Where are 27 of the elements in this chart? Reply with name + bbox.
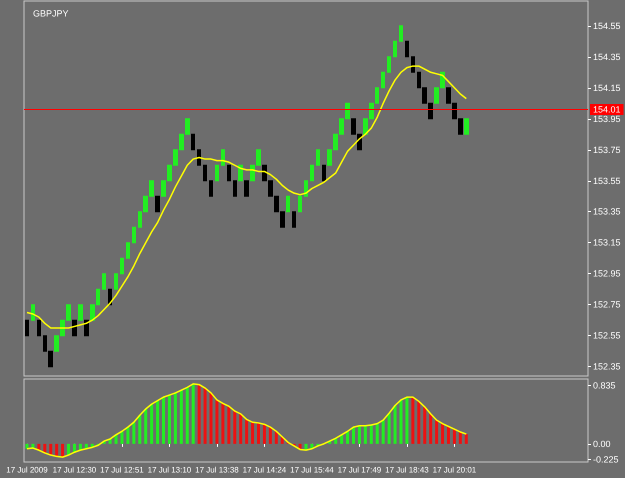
y-tick-label: 154.55: [593, 20, 621, 31]
y-tick-label: 153.95: [593, 114, 621, 124]
y-tick-label: 152.55: [593, 330, 621, 341]
y-tick-label: 153.15: [593, 238, 621, 248]
y-tick-label: 153.35: [593, 206, 621, 217]
x-tick-label: 17 Jul 17:49: [338, 466, 382, 474]
x-tick-label: 17 Jul 12:30: [52, 466, 97, 474]
y-tick-label: 153.75: [593, 144, 621, 155]
ref-line-label: 154.01: [593, 104, 621, 114]
x-tick-label: 17 Jul 13:10: [148, 466, 192, 474]
y-tick-label: 152.75: [593, 300, 621, 310]
y-tick-label: 154.35: [593, 52, 621, 62]
y-tick-label: 152.35: [593, 362, 621, 372]
y-tick-label: 0.00: [593, 438, 611, 449]
y-tick-label: 0.835: [593, 380, 616, 391]
x-tick-label: 17 Jul 18:43: [385, 466, 430, 474]
y-tick-label: 154.15: [593, 82, 621, 93]
y-tick-label: -0.225: [593, 454, 619, 465]
x-tick-label: 17 Jul 14:24: [242, 466, 287, 474]
x-tick-label: 17 Jul 12:51: [100, 466, 144, 474]
x-tick-label: 17 Jul 15:44: [290, 466, 334, 474]
text: GBPJPY: [33, 8, 69, 18]
y-tick-label: 153.55: [593, 176, 621, 186]
x-tick-label: 17 Jul 20:01: [432, 466, 477, 474]
x-tick-label: 17 Jul 2009: [6, 466, 48, 474]
y-tick-label: 152.95: [593, 268, 621, 279]
x-tick-label: 17 Jul 13:38: [195, 466, 240, 474]
